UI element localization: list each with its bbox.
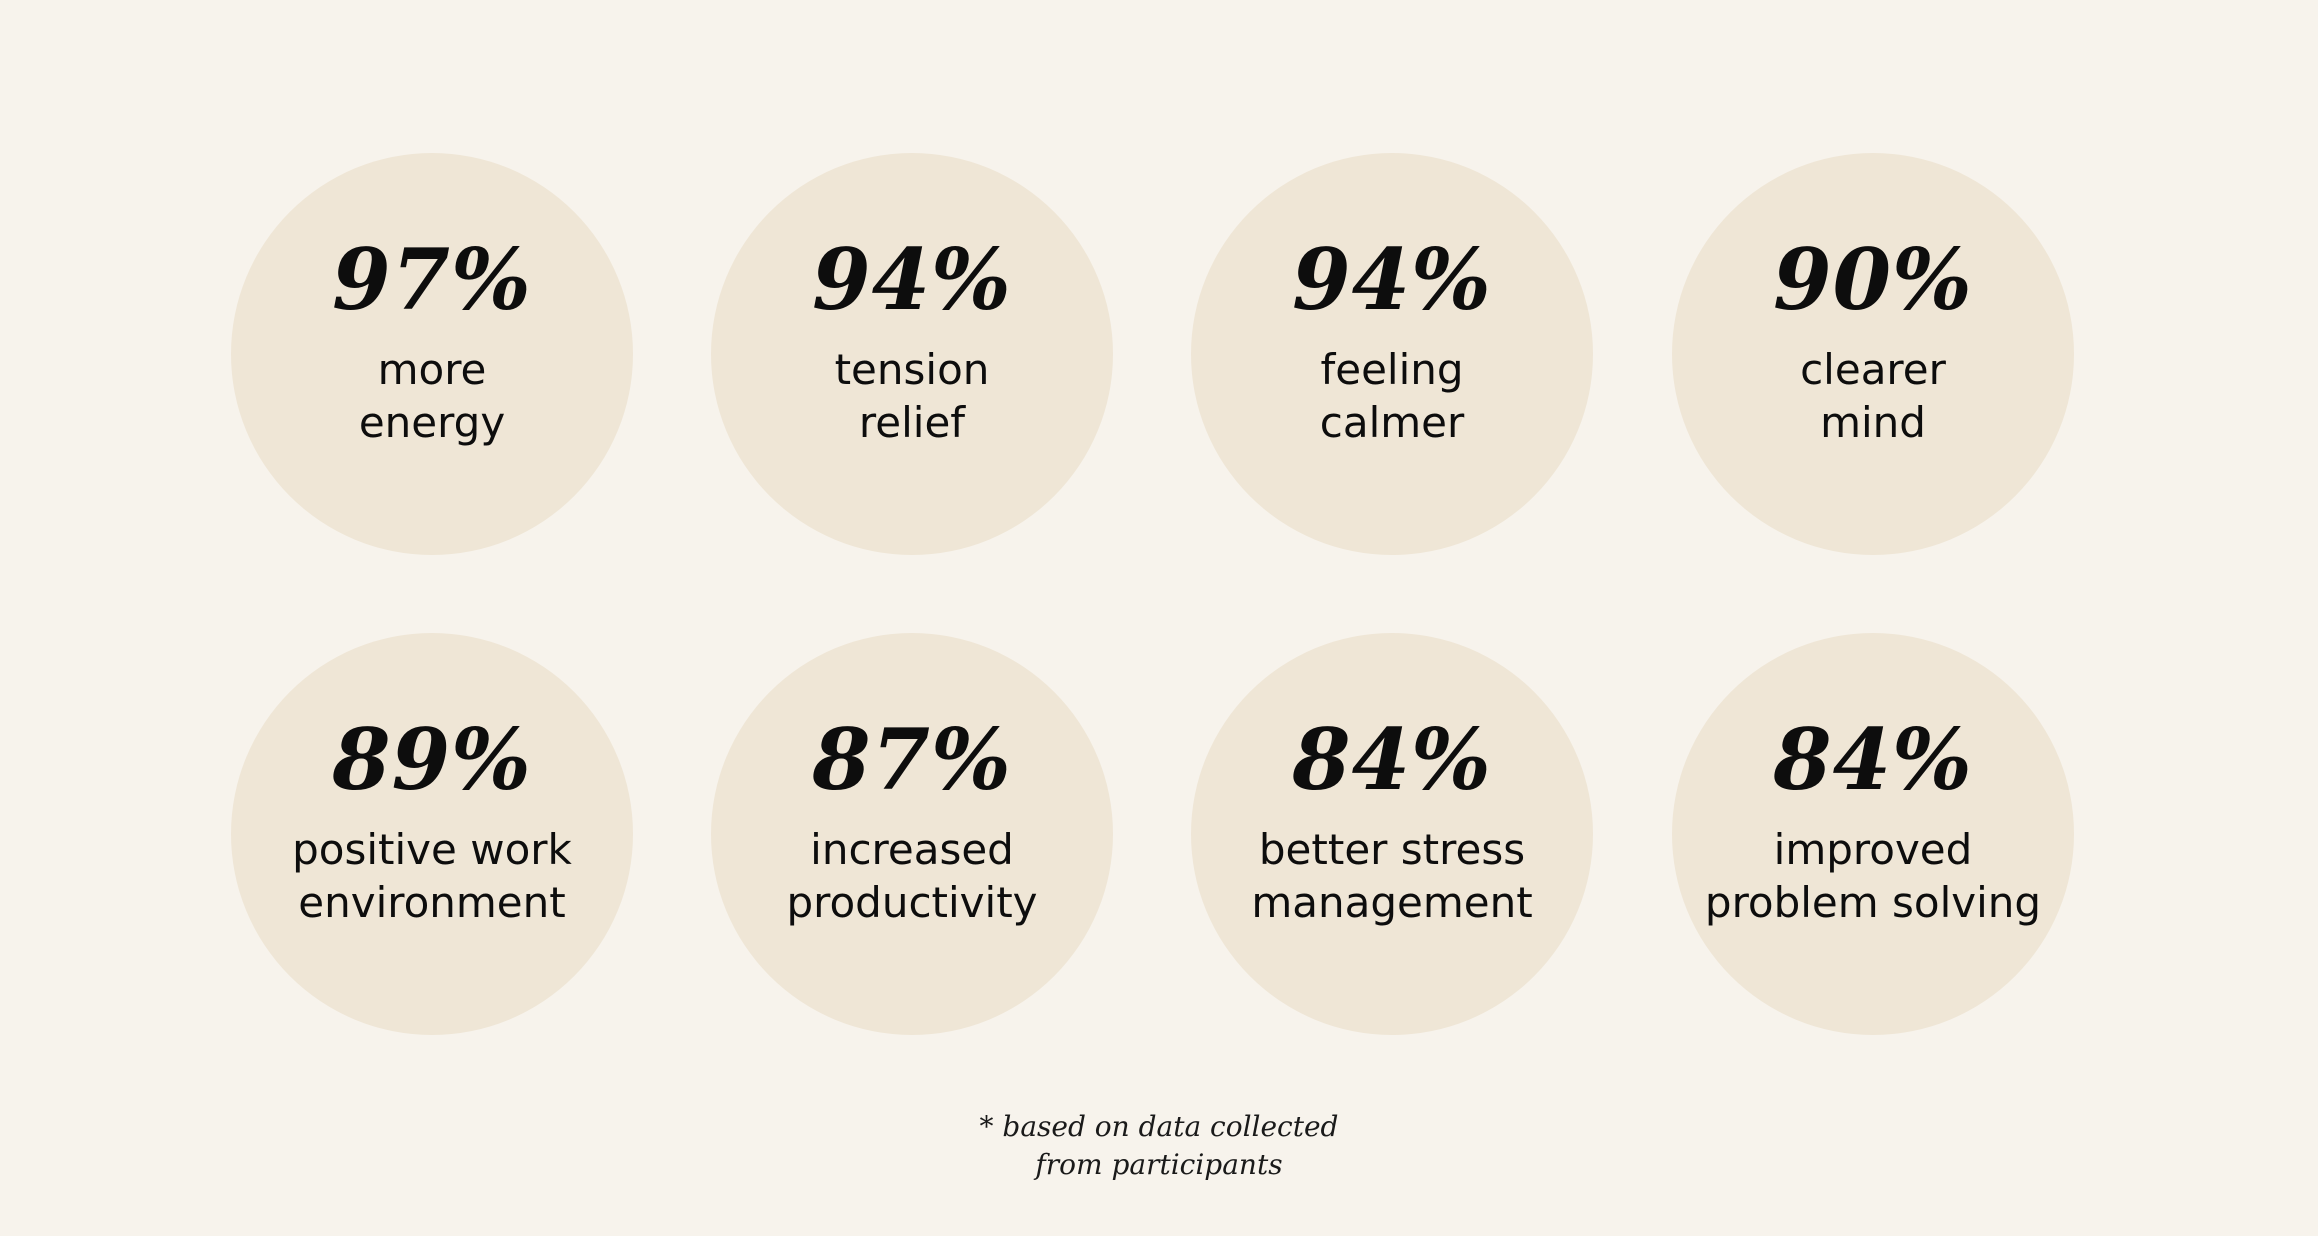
stat-label: clearer mind: [1672, 343, 2074, 449]
stat-value: 94%: [1292, 230, 1492, 329]
stat-label: more energy: [231, 343, 633, 449]
footnote-line: from participants: [1035, 1148, 1283, 1181]
stat-label-line: calmer: [1319, 398, 1465, 447]
stat-label: feeling calmer: [1191, 343, 1593, 449]
footnote: * based on data collected from participa…: [859, 1108, 1459, 1184]
stat-label-line: increased: [810, 825, 1014, 874]
stat-label-line: tension: [834, 345, 990, 394]
stat-label-line: mind: [1820, 398, 1926, 447]
stat-label: increased productivity: [711, 823, 1113, 929]
stat-label: improved problem solving: [1672, 823, 2074, 929]
stat-label-line: relief: [858, 398, 966, 447]
stat-value: 87%: [812, 710, 1012, 809]
stat-label-line: more: [377, 345, 487, 394]
stat-circle-feeling-calmer: 94% feeling calmer: [1191, 153, 1593, 555]
stat-label-line: problem solving: [1704, 878, 2042, 927]
stat-label-line: better stress: [1258, 825, 1526, 874]
footnote-line: * based on data collected: [979, 1110, 1339, 1143]
stat-circle-tension-relief: 94% tension relief: [711, 153, 1113, 555]
stat-circle-improved-problem-solving: 84% improved problem solving: [1672, 633, 2074, 1035]
stat-value: 84%: [1773, 710, 1973, 809]
stat-circle-positive-work-environment: 89% positive work environment: [231, 633, 633, 1035]
stat-label: better stress management: [1191, 823, 1593, 929]
stat-value: 84%: [1292, 710, 1492, 809]
stat-circle-better-stress-management: 84% better stress management: [1191, 633, 1593, 1035]
stat-label-line: clearer: [1800, 345, 1946, 394]
stat-label: positive work environment: [231, 823, 633, 929]
stat-label-line: energy: [358, 398, 506, 447]
stat-label: tension relief: [711, 343, 1113, 449]
stat-circle-increased-productivity: 87% increased productivity: [711, 633, 1113, 1035]
stat-circle-more-energy: 97% more energy: [231, 153, 633, 555]
stat-circle-clearer-mind: 90% clearer mind: [1672, 153, 2074, 555]
stat-value: 90%: [1773, 230, 1973, 329]
stat-label-line: improved: [1773, 825, 1973, 874]
stat-value: 94%: [812, 230, 1012, 329]
stat-label-line: productivity: [786, 878, 1038, 927]
stat-value: 89%: [332, 710, 532, 809]
stat-label-line: environment: [298, 878, 566, 927]
stat-label-line: positive work: [292, 825, 572, 874]
stat-label-line: feeling: [1320, 345, 1464, 394]
stat-label-line: management: [1251, 878, 1533, 927]
stat-value: 97%: [332, 230, 532, 329]
